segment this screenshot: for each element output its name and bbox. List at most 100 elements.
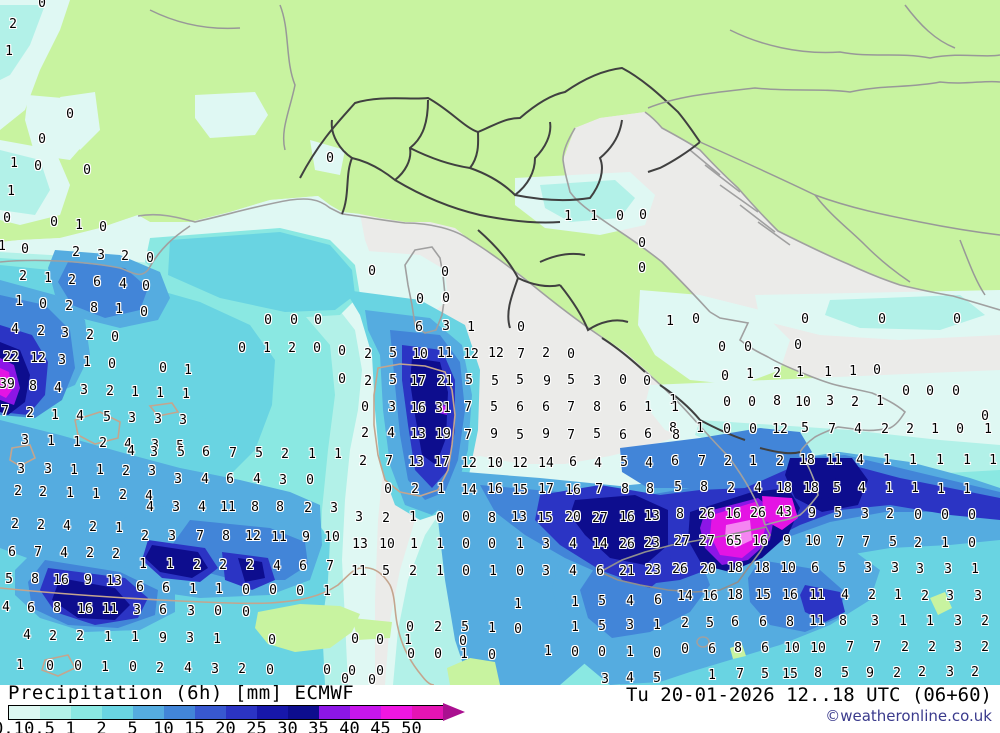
precip-value-label: 8 <box>814 665 822 681</box>
precip-value-label: 0 <box>571 644 579 660</box>
precip-value-label: 9 <box>543 373 551 389</box>
precip-value-label: 6 <box>162 580 170 596</box>
precip-value-label: 10 <box>379 536 395 552</box>
precip-value-label: 5 <box>5 571 13 587</box>
precip-value-label: 2 <box>219 557 227 573</box>
precip-value-label: 2 <box>364 346 372 362</box>
precip-value-label: 20 <box>565 509 581 525</box>
precip-value-label: 0 <box>902 383 910 399</box>
precip-value-label: 2 <box>773 365 781 381</box>
precip-value-label: 3 <box>172 499 180 515</box>
precip-value-label: 0 <box>368 263 376 279</box>
precip-value-label: 7 <box>1 403 9 419</box>
precip-value-label: 1 <box>824 364 832 380</box>
precip-value-label: 9 <box>783 533 791 549</box>
precip-value-label: 2 <box>76 628 84 644</box>
precip-value-label: 1 <box>644 399 652 415</box>
precip-value-label: 4 <box>569 563 577 579</box>
precip-value-label: 6 <box>202 444 210 460</box>
precip-value-label: 26 <box>750 505 766 521</box>
precip-value-label: 18 <box>799 452 815 468</box>
legend-cell <box>71 706 102 719</box>
precip-value-label: 0 <box>376 663 384 679</box>
precip-value-label: 1 <box>334 446 342 462</box>
precip-value-label: 0 <box>268 632 276 648</box>
precip-value-label: 3 <box>946 588 954 604</box>
precip-value-label: 4 <box>273 558 281 574</box>
precip-value-label: 2 <box>981 613 989 629</box>
precip-value-label: 9 <box>808 505 816 521</box>
precip-value-label: 1 <box>669 392 677 408</box>
precip-value-label: 5 <box>389 345 397 361</box>
precip-value-label: 3 <box>355 509 363 525</box>
precip-value-label: 3 <box>58 352 66 368</box>
precip-value-label: 5 <box>516 372 524 388</box>
precip-value-label: 0 <box>619 372 627 388</box>
precip-value-label: 14 <box>677 588 693 604</box>
precip-value-label: 0 <box>459 633 467 649</box>
precip-value-label: 3 <box>946 664 954 680</box>
precip-value-label: 1 <box>931 421 939 437</box>
precip-value-label: 0 <box>442 290 450 306</box>
precip-value-label: 11 <box>271 529 287 545</box>
precip-value-label: 0 <box>296 583 304 599</box>
precip-value-label: 1 <box>796 364 804 380</box>
precip-value-label: 4 <box>645 455 653 471</box>
precip-value-label: 10 <box>805 533 821 549</box>
border-balkans <box>149 4 1000 296</box>
precip-value-label: 1 <box>182 386 190 402</box>
precip-value-label: 1 <box>66 485 74 501</box>
precip-value-label: 0 <box>692 311 700 327</box>
precip-value-label: 12 <box>245 528 261 544</box>
precip-value-label: 0 <box>351 631 359 647</box>
precip-value-label: 3 <box>279 472 287 488</box>
precip-value-label: 18 <box>754 560 770 576</box>
precip-value-label: 2 <box>288 340 296 356</box>
precip-value-label: 0 <box>146 250 154 266</box>
legend-tick-label: 35 <box>308 719 329 733</box>
precip-value-label: 0 <box>66 106 74 122</box>
precip-value-label: 1 <box>936 452 944 468</box>
coastline-strokes <box>0 111 1000 648</box>
precip-value-label: 65 <box>726 533 742 549</box>
precip-value-label: 17 <box>410 373 426 389</box>
legend-cell <box>412 706 443 719</box>
precip-value-label: 0 <box>338 371 346 387</box>
precip-value-label: 0 <box>83 162 91 178</box>
precip-value-label: 4 <box>841 587 849 603</box>
precip-value-label: 6 <box>299 558 307 574</box>
precip-value-label: 5 <box>177 444 185 460</box>
precip-value-label: 1 <box>7 183 15 199</box>
precip-value-label: 0 <box>749 421 757 437</box>
legend-color-scale <box>8 705 444 720</box>
precip-value-label: 0 <box>436 510 444 526</box>
precip-value-label: 2 <box>851 394 859 410</box>
precip-value-label: 1 <box>184 362 192 378</box>
legend-cell <box>319 706 350 719</box>
legend-tick-label: 25 <box>246 719 267 733</box>
precip-value-label: 14 <box>538 455 554 471</box>
precip-value-label: 0 <box>406 619 414 635</box>
precip-value-label: 1 <box>911 480 919 496</box>
precip-value-label: 1 <box>15 293 23 309</box>
precip-value-label: 0 <box>721 368 729 384</box>
precip-value-label: 8 <box>276 499 284 515</box>
precip-value-label: 0 <box>416 291 424 307</box>
precip-value-label: 18 <box>803 480 819 496</box>
precip-value-label: 3 <box>174 471 182 487</box>
precip-value-label: 2 <box>65 298 73 314</box>
legend-tick-label: 1 <box>65 719 76 733</box>
precip-value-label: 3 <box>864 560 872 576</box>
precip-value-label: 9 <box>84 572 92 588</box>
precip-value-label: 7 <box>517 346 525 362</box>
precip-value-label: 4 <box>856 452 864 468</box>
precip-value-label: 2 <box>39 484 47 500</box>
precip-value-label: 15 <box>537 510 553 526</box>
precip-value-label: 3 <box>17 461 25 477</box>
legend-tick-label: 45 <box>370 719 391 733</box>
legend-tick-label: 2 <box>96 719 107 733</box>
precip-value-label: 8 <box>676 506 684 522</box>
precip-value-label: 1 <box>849 363 857 379</box>
